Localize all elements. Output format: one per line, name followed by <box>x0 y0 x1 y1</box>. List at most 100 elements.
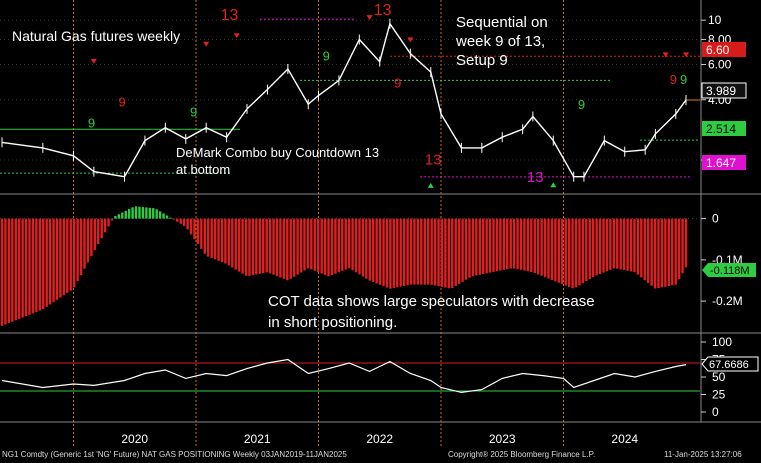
cot-bar <box>664 218 667 287</box>
buy-arrow-icon <box>550 182 557 188</box>
cot-bar <box>66 218 69 293</box>
cot-bar <box>591 218 595 277</box>
cot-bar <box>200 218 203 249</box>
cot-bar <box>588 218 591 280</box>
cot-bar <box>519 218 523 270</box>
cot-bar <box>629 218 633 272</box>
demark-count-label: 13 <box>374 2 392 19</box>
cot-bar <box>320 218 323 274</box>
sell-arrow-icon <box>407 37 414 43</box>
price-series <box>1 18 687 182</box>
cot-bar <box>653 218 657 289</box>
cot-bar <box>471 218 475 277</box>
cot-bar <box>409 218 413 285</box>
cot-bar <box>155 209 158 219</box>
demark-count-label: 13 <box>221 7 239 24</box>
cot-bar <box>564 218 567 286</box>
cot-bar <box>234 218 237 270</box>
cot-bar <box>427 218 430 285</box>
demark-count-label: 9 <box>119 95 126 110</box>
cot-bar <box>488 218 492 273</box>
cot-bar <box>433 218 437 286</box>
x-tick-label: 2023 <box>489 432 516 446</box>
price-ytick-label: 10 <box>708 13 722 27</box>
value-label-last-price: 3.989 <box>701 82 747 99</box>
cot-bar <box>296 218 299 275</box>
cot-bar <box>619 218 622 270</box>
cot-bar <box>385 218 389 288</box>
rsi-last-value-label: 67.6686 <box>701 356 759 372</box>
demark-count-label: 9 <box>670 72 677 87</box>
x-tick-label: 2024 <box>611 432 638 446</box>
cot-bar <box>430 218 433 285</box>
cot-bar <box>172 218 176 220</box>
cot-bar <box>440 218 444 287</box>
cot-annotation-line2: in short positioning. <box>268 314 397 331</box>
grid-lines <box>0 0 700 446</box>
cot-bar <box>550 218 554 280</box>
cot-bar <box>76 218 79 282</box>
cot-bar <box>598 218 602 274</box>
rsi-ytick-label: 0 <box>712 405 719 419</box>
cot-bar <box>262 218 265 274</box>
rsi-ytick-label: 25 <box>712 388 726 402</box>
cot-bar <box>117 214 121 219</box>
cot-bar <box>499 218 502 271</box>
sell-arrow-icon <box>203 41 210 47</box>
sell-arrow-icon <box>683 52 689 58</box>
x-axis: 2020 2021 2022 2023 2024 <box>121 432 638 446</box>
cot-bar <box>217 218 220 261</box>
cot-bar <box>502 218 506 270</box>
cot-bar <box>671 218 674 286</box>
price-line <box>1 22 687 178</box>
cot-bar <box>127 209 131 219</box>
cot-bar <box>402 218 406 286</box>
cot-bar <box>83 218 86 269</box>
cot-bar <box>203 218 206 254</box>
cot-bar <box>107 218 110 227</box>
cot-bar <box>292 218 296 277</box>
cot-bar <box>176 218 179 222</box>
value-label-green-text: 2.514 <box>706 122 736 136</box>
sequential-annotation-line1: Sequential on <box>456 14 548 31</box>
value-label-red-text: 6.60 <box>706 43 730 57</box>
cot-bar <box>310 218 313 270</box>
cot-bar <box>299 218 303 273</box>
cot-bar <box>533 218 536 274</box>
cot-bar <box>378 218 382 285</box>
cot-bar <box>141 207 145 219</box>
cot-bar <box>303 218 306 271</box>
cot-bar <box>272 218 275 275</box>
cot-bar <box>134 206 138 219</box>
cot-bar <box>11 218 14 322</box>
cot-last-value-text: -0.118M <box>710 265 750 277</box>
cot-bar <box>372 218 375 282</box>
cot-bar <box>17 218 21 319</box>
cot-bar <box>475 218 478 276</box>
cot-bar <box>530 218 533 272</box>
cot-bar <box>162 213 165 219</box>
cot-bar <box>375 218 378 284</box>
cot-bar <box>416 218 420 285</box>
cot-bar <box>0 218 4 326</box>
cot-bar <box>561 218 564 285</box>
cot-bar <box>341 218 344 271</box>
cot-bar <box>100 218 103 239</box>
sell-arrow-icon <box>90 58 97 64</box>
cot-annotation-line1: COT data shows large speculators with de… <box>268 293 595 310</box>
cot-bar <box>616 218 619 269</box>
panel-frames <box>0 0 761 423</box>
rsi-ytick-label: 50 <box>712 370 726 384</box>
cot-bar <box>145 207 148 219</box>
cot-bar <box>423 218 426 285</box>
cot-bar <box>255 218 258 275</box>
cot-bar <box>585 218 588 282</box>
cot-bar <box>361 218 365 277</box>
cot-bar <box>14 218 17 321</box>
cot-bar <box>227 218 231 266</box>
cot-bar <box>633 218 636 273</box>
cot-bar <box>286 218 289 281</box>
cot-bar <box>684 218 688 268</box>
cot-bar <box>268 218 272 274</box>
